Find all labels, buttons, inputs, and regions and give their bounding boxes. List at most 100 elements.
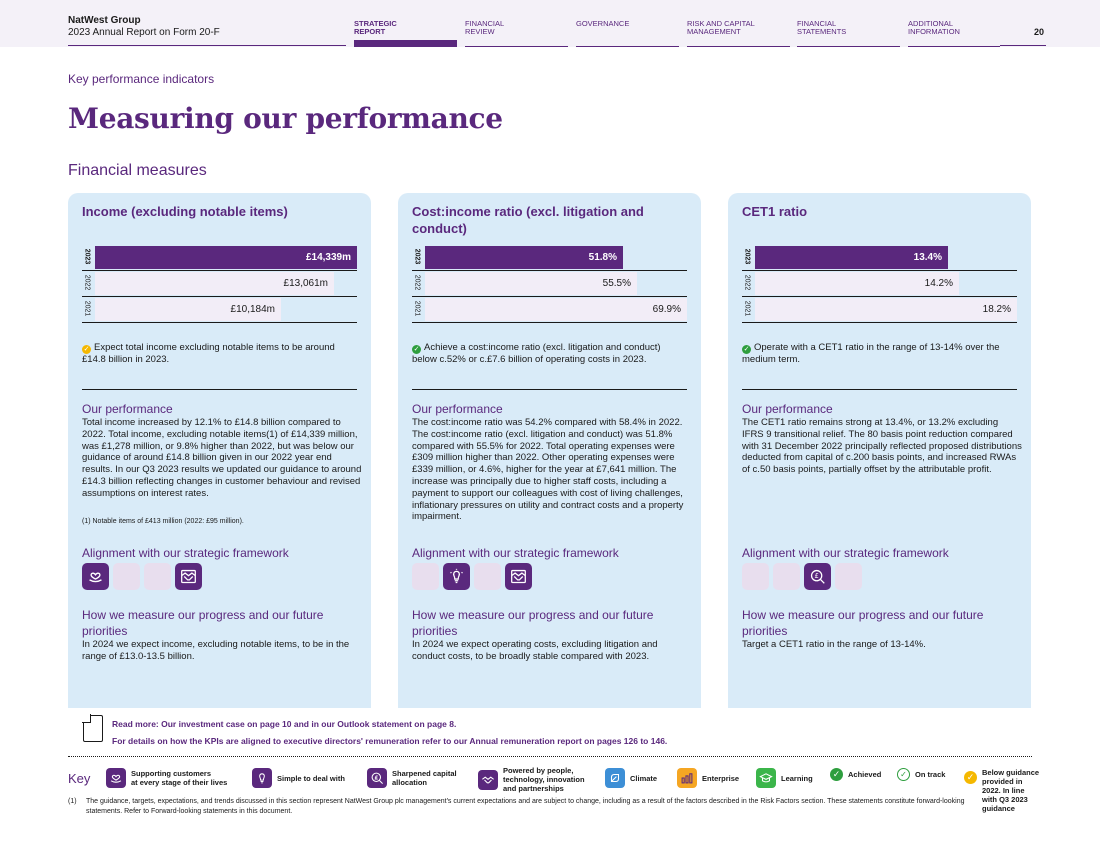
nav-financial-statements[interactable]: Financial statements: [797, 20, 900, 47]
document-icon: [82, 714, 103, 742]
performance-heading: Our performance: [742, 402, 833, 416]
powered-by-people-icon: [505, 563, 532, 590]
company-name: NatWest Group: [68, 15, 141, 26]
nav-strategic-report[interactable]: Strategic Report: [354, 20, 457, 47]
report-name: 2023 Annual Report on Form 20-F: [68, 27, 220, 38]
section-title: Financial measures: [68, 162, 207, 179]
key-label: guidance: [982, 804, 1015, 813]
forward-looking-footnote: (1) The guidance, targets, expectations,…: [68, 797, 978, 817]
framework-icons: £: [742, 563, 862, 590]
measure-text: In 2024 we expect income, excluding nota…: [82, 639, 350, 662]
framework-icons: [82, 563, 202, 590]
read-more-links: Read more: Our investment case on page 1…: [112, 716, 667, 750]
target-label: Achieve a cost:income ratio (excl. litig…: [412, 342, 661, 365]
key-label: Powered by people,: [503, 766, 574, 775]
key-label: Sharpened capital: [392, 769, 457, 778]
bar-2023: 13.4%: [755, 246, 948, 269]
on-track-icon: ✓: [897, 768, 910, 781]
nav-label-line2: information: [908, 27, 960, 36]
bar-2021: 69.9%: [425, 298, 687, 321]
measure-heading: How we measure our progress and our futu…: [742, 608, 984, 638]
bar-row: 2022 55.5%: [412, 271, 687, 297]
sharpened-capital-icon-inactive: [144, 563, 171, 590]
year-label: 2021: [413, 300, 421, 317]
key-achieved: ✓ Achieved: [830, 768, 881, 781]
key-title: Key: [68, 771, 91, 786]
bar-row: 2023 51.8%: [412, 245, 687, 271]
nav-label-line1: Additional: [908, 19, 954, 28]
key-on-track: ✓ On track: [897, 768, 945, 781]
bar-chart: 2023 13.4% 2022 14.2% 2021 18.2%: [742, 245, 1017, 323]
target-label: Operate with a CET1 ratio in the range o…: [742, 342, 1000, 365]
bar-chart: 2023 51.8% 2022 55.5% 2021 69.9%: [412, 245, 687, 323]
alignment-heading: Alignment with our strategic framework: [82, 546, 289, 560]
bar-2022: £13,061m: [95, 272, 334, 295]
key-label: Supporting customers: [131, 769, 212, 778]
nav-label-line2: Review: [465, 27, 495, 36]
key-label: 2022. In line: [982, 786, 1025, 795]
powered-by-people-icon-inactive: [835, 563, 862, 590]
target-text: ✓ Operate with a CET1 ratio in the range …: [742, 342, 1017, 366]
key-label: Achieved: [848, 770, 882, 779]
key-below-guidance: ✓ Below guidance provided in 2022. In li…: [964, 768, 1039, 813]
nav-label-line2: management: [687, 27, 741, 36]
bar-2023: £14,339m: [95, 246, 357, 269]
performance-text: The cost:income ratio was 54.2% compared…: [412, 417, 684, 523]
bar-row: 2023 13.4%: [742, 245, 1017, 271]
key-label: allocation: [392, 778, 428, 787]
bar-row: 2022 £13,061m: [82, 271, 357, 297]
alignment-heading: Alignment with our strategic framework: [742, 546, 949, 560]
footnote-number: (1): [68, 798, 77, 805]
measure-heading: How we measure our progress and our futu…: [412, 608, 654, 638]
performance-text: Total income increased by 12.1% to £14.8…: [82, 417, 362, 499]
simple-to-deal-with-icon-inactive: [773, 563, 800, 590]
key-label: at every stage of their lives: [131, 778, 228, 787]
card-title: Cost:income ratio (excl. litigation and …: [412, 204, 644, 236]
supporting-customers-icon: [82, 563, 109, 590]
bar-2022: 14.2%: [755, 272, 959, 295]
key-learning: Learning: [756, 768, 813, 788]
key-simple-to-deal-with: Simple to deal with: [252, 768, 345, 788]
bar-2023: 51.8%: [425, 246, 623, 269]
divider: [412, 389, 687, 390]
year-label: 2022: [413, 274, 421, 291]
nav-underline: [687, 46, 790, 47]
bar-row: 2022 14.2%: [742, 271, 1017, 297]
remuneration-link[interactable]: For details on how the KPIs are aligned …: [112, 736, 668, 746]
year-label: 2023: [743, 248, 751, 265]
read-more-link[interactable]: Read more: Our investment case on page 1…: [112, 719, 457, 729]
learning-icon: [756, 768, 776, 788]
dotted-divider: [68, 756, 1032, 757]
key-label: Climate: [630, 773, 658, 783]
nav-active-indicator: [354, 40, 457, 47]
key-enterprise: Enterprise: [677, 768, 739, 788]
nav-governance[interactable]: Governance: [576, 20, 679, 47]
key-label: and partnerships: [503, 784, 564, 793]
page-title: Measuring our performance: [68, 102, 503, 135]
key-powered-by-people: Powered by people, technology, innovation…: [478, 766, 585, 793]
divider: [742, 389, 1017, 390]
year-label: 2022: [83, 274, 91, 291]
bar-2021: £10,184m: [95, 298, 281, 321]
notable-items-note: (1) Notable items of £413 million (2022:…: [82, 518, 244, 525]
lightbulb-icon: [252, 768, 272, 788]
key-label: Enterprise: [702, 773, 740, 783]
year-label: 2022: [743, 274, 751, 291]
key-climate: Climate: [605, 768, 657, 788]
nav-financial-review[interactable]: Financial Review: [465, 20, 568, 47]
nav-additional-information[interactable]: Additional information: [908, 19, 1000, 47]
measure-text: In 2024 we expect operating costs, exclu…: [412, 639, 658, 662]
achieved-icon: ✓: [742, 345, 751, 354]
below-guidance-icon: ✓: [964, 771, 977, 784]
nav-risk-capital[interactable]: Risk and capital management: [687, 20, 790, 47]
top-bar: [0, 0, 1100, 47]
footnote-text: The guidance, targets, expectations, and…: [86, 798, 965, 815]
nav-underline: [576, 46, 679, 47]
framework-icons: [412, 563, 532, 590]
key-label: with Q3 2023: [982, 795, 1028, 804]
alignment-heading: Alignment with our strategic framework: [412, 546, 619, 560]
key-label: provided in: [982, 777, 1023, 786]
key-label: Simple to deal with: [277, 773, 345, 783]
enterprise-icon: [677, 768, 697, 788]
card-title: Income (excluding notable items): [82, 204, 288, 219]
